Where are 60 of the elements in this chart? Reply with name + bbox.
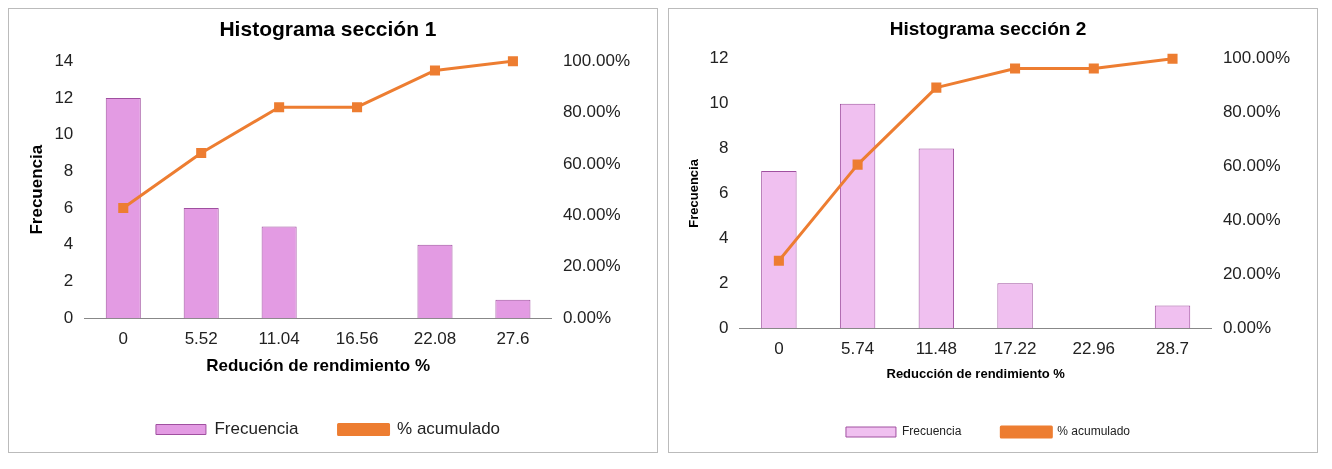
point bbox=[429, 65, 441, 76]
x-tick-label: 5.52 bbox=[184, 329, 218, 349]
y2-tick-label: 20.00% bbox=[1222, 263, 1281, 283]
x-tick-label: 17.22 bbox=[993, 338, 1037, 358]
y-tick-label: 6 bbox=[63, 197, 74, 217]
point bbox=[507, 56, 518, 67]
y-tick-label: 8 bbox=[63, 161, 74, 181]
y2-tick-label: 100.00% bbox=[1222, 48, 1291, 68]
y2-tick-label: 40.00% bbox=[562, 205, 621, 225]
y-tick-label: 12 bbox=[54, 87, 74, 107]
y2-tick-label: 0.00% bbox=[562, 307, 612, 327]
x-tick-label: 28.7 bbox=[1155, 338, 1190, 358]
y-tick-label: 8 bbox=[719, 138, 729, 158]
y2-tick-label: 80.00% bbox=[562, 102, 621, 122]
point bbox=[1010, 63, 1021, 74]
y-tick-label: 14 bbox=[54, 50, 74, 70]
legend-label: Frecuencia bbox=[901, 424, 962, 439]
y-tick-label: 0 bbox=[63, 307, 74, 327]
y-tick-label: 10 bbox=[54, 124, 74, 144]
y-tick-label: 10 bbox=[709, 93, 729, 113]
y-axis-title: Frecuencia bbox=[26, 144, 46, 235]
x-tick-label: 11.48 bbox=[915, 338, 957, 358]
x-tick-label: 11.04 bbox=[258, 329, 300, 349]
point bbox=[931, 82, 942, 93]
x-tick-label: 0 bbox=[118, 329, 129, 349]
point bbox=[773, 255, 784, 266]
legend-label: Frecuencia bbox=[214, 419, 300, 439]
legend-label: % acumulado bbox=[1057, 424, 1131, 439]
point bbox=[118, 202, 129, 213]
y2-tick-label: 80.00% bbox=[1222, 102, 1281, 122]
y-tick-label: 2 bbox=[63, 271, 74, 291]
x-tick-label: 0 bbox=[774, 338, 784, 358]
x-tick-label: 16.56 bbox=[335, 329, 379, 349]
y2-tick-label: 100.00% bbox=[562, 50, 631, 70]
point bbox=[1167, 53, 1178, 64]
y-tick-label: 6 bbox=[719, 183, 729, 203]
point bbox=[196, 147, 207, 158]
y2-tick-label: 40.00% bbox=[1222, 210, 1281, 230]
chart-title: Histograma sección 2 bbox=[889, 17, 1087, 39]
y-tick-label: 2 bbox=[719, 272, 729, 292]
y-tick-label: 4 bbox=[63, 234, 74, 254]
x-axis-title: Redución de rendimiento % bbox=[206, 356, 431, 376]
y2-tick-label: 20.00% bbox=[562, 256, 621, 276]
chart-title: Histograma sección 1 bbox=[219, 17, 437, 41]
x-axis-title: Reducción de rendimiento % bbox=[886, 365, 1066, 381]
y2-tick-label: 60.00% bbox=[562, 153, 621, 173]
point bbox=[1088, 63, 1099, 74]
x-tick-label: 22.96 bbox=[1072, 338, 1116, 358]
point bbox=[274, 102, 285, 113]
point bbox=[352, 102, 363, 113]
x-tick-label: 5.74 bbox=[841, 338, 875, 358]
legend-label: % acumulado bbox=[397, 419, 501, 439]
y2-tick-label: 0.00% bbox=[1222, 317, 1272, 337]
x-tick-label: 27.6 bbox=[496, 329, 530, 349]
y-tick-label: 4 bbox=[719, 227, 729, 247]
x-tick-label: 22.08 bbox=[413, 329, 457, 349]
y-axis-title: Frecuencia bbox=[686, 158, 702, 228]
point bbox=[852, 159, 863, 170]
y-tick-label: 12 bbox=[709, 48, 729, 68]
y2-tick-label: 60.00% bbox=[1222, 156, 1281, 176]
